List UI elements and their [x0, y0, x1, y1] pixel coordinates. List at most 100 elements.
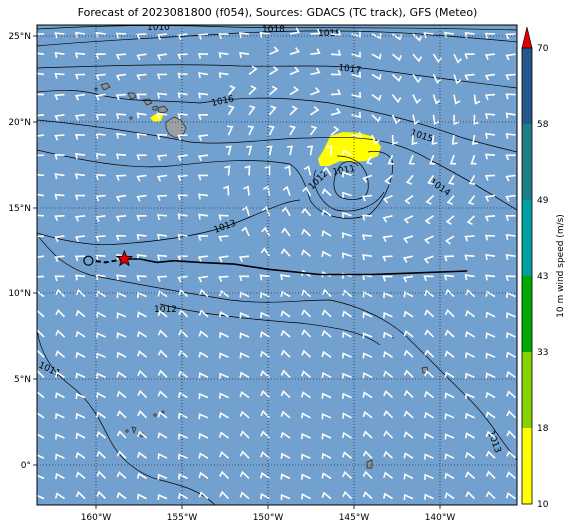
wind-barb — [402, 275, 414, 283]
wind-barb — [484, 215, 496, 222]
lat-tick-label: 20°N — [8, 118, 31, 128]
wind-barb — [239, 371, 250, 379]
island-lanai — [152, 105, 158, 111]
wind-barb — [484, 153, 496, 160]
wind-barb — [424, 390, 434, 399]
wind-barb — [198, 452, 209, 459]
wind-barb — [361, 234, 373, 241]
wind-barb — [286, 145, 293, 156]
wind-barb — [37, 329, 45, 338]
wind-barb — [424, 235, 434, 245]
wind-barb — [227, 105, 235, 116]
ocean-background — [37, 25, 517, 505]
wind-barb — [464, 53, 475, 60]
colorbar-tick: 43 — [537, 272, 548, 282]
isobar-label: 1010 — [147, 23, 170, 33]
wind-barb — [485, 430, 496, 439]
wind-barb — [157, 309, 168, 318]
wind-barb — [464, 235, 475, 242]
wind-barb — [136, 112, 147, 119]
wind-barb — [362, 470, 373, 479]
wind-barb — [362, 391, 373, 399]
wind-barb — [115, 53, 127, 60]
wind-barb — [37, 173, 45, 177]
wind-barb — [116, 312, 127, 319]
track-line — [124, 258, 468, 276]
wind-barb — [371, 73, 382, 81]
wind-barb — [54, 371, 65, 379]
colorbar: 10 18 33 43 49 58 70 10 m wind speed (m/… — [521, 26, 566, 510]
wind-barb — [95, 235, 106, 242]
wind-barb — [280, 248, 291, 257]
wind-barb — [37, 235, 45, 242]
wind-barb — [116, 450, 127, 459]
wind-barb — [301, 453, 311, 460]
wind-barb — [156, 133, 168, 140]
atoll-7 — [161, 410, 165, 414]
wind-barb — [239, 390, 250, 399]
wind-barb — [178, 473, 188, 480]
wind-barb — [137, 410, 148, 419]
wind-barb — [342, 232, 352, 239]
wind-barb — [371, 93, 382, 102]
wind-barb — [429, 154, 436, 165]
wind-barb — [371, 33, 382, 40]
wind-barb — [453, 53, 463, 64]
wind-barb — [444, 329, 455, 338]
wind-barb — [248, 105, 256, 116]
wind-barb — [219, 372, 229, 379]
wind-barb — [268, 125, 275, 136]
wind-barb — [464, 451, 475, 459]
wind-barb — [506, 390, 517, 399]
wind-barb — [351, 51, 361, 58]
map-title: Forecast of 2023081800 (f054), Sources: … — [77, 6, 478, 19]
wind-barb — [403, 369, 414, 378]
isobar-label: 1012 — [154, 305, 177, 315]
wind-barb — [75, 351, 86, 359]
lat-tick-label: 5°N — [14, 375, 31, 385]
wind-barb — [137, 369, 148, 378]
wind-barb — [178, 329, 189, 338]
wind-barb — [261, 226, 271, 237]
wind-barb — [219, 289, 229, 298]
wind-barb — [219, 331, 229, 339]
wind-barb — [505, 112, 516, 119]
wind-barb — [116, 351, 127, 359]
wind-barb — [178, 349, 189, 358]
wind-barb — [96, 332, 106, 339]
wind-barb — [506, 471, 517, 480]
wind-barb — [137, 291, 147, 298]
wind-barb — [54, 32, 65, 39]
wind-barb — [197, 275, 209, 283]
wind-barb — [198, 372, 209, 379]
wind-barb — [74, 133, 86, 140]
wind-barb — [351, 112, 362, 119]
wind-barb — [485, 490, 496, 500]
wind-barb — [259, 331, 270, 338]
wind-barb — [371, 114, 382, 123]
wind-barb — [260, 451, 271, 459]
wind-area-small — [150, 113, 163, 122]
wind-barb — [485, 391, 496, 399]
wind-barb — [424, 329, 435, 338]
wind-barb — [485, 470, 496, 479]
wind-barb — [342, 372, 352, 379]
wind-barb — [321, 309, 332, 318]
wind-barb — [321, 250, 332, 257]
wind-barb — [218, 72, 229, 79]
wind-barb — [37, 134, 45, 141]
wind-barb — [224, 165, 231, 176]
current-position-star — [115, 249, 134, 267]
wind-barb — [239, 410, 250, 419]
wind-barb — [218, 52, 229, 59]
lon-tick-label: 140°W — [425, 513, 456, 523]
wind-barb — [412, 53, 423, 63]
lat-tick-label: 25°N — [8, 32, 31, 42]
wind-barb — [443, 255, 455, 262]
wind-barb — [280, 473, 291, 480]
wind-barb — [485, 132, 496, 139]
wind-barb — [383, 430, 394, 439]
isobars — [37, 25, 517, 505]
wind-barb — [116, 430, 127, 439]
wind-barb — [115, 194, 127, 202]
